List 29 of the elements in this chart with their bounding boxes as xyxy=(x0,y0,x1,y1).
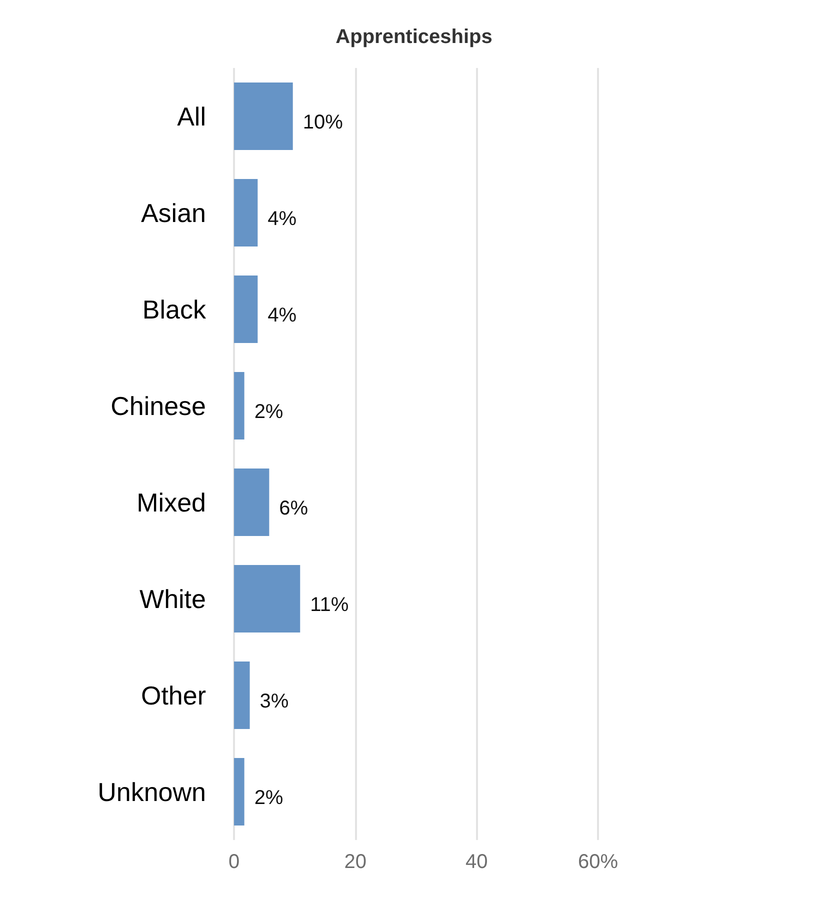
bar xyxy=(234,661,250,730)
chart-title: Apprenticeships xyxy=(336,26,492,48)
data-label: 3% xyxy=(260,690,289,712)
bar xyxy=(234,82,293,150)
bar xyxy=(234,275,258,344)
data-label: 2% xyxy=(254,400,284,423)
data-label: 2% xyxy=(254,786,284,809)
data-label: 10% xyxy=(302,111,344,134)
data-label: 6% xyxy=(279,497,308,520)
y-tick-label: Other xyxy=(140,680,206,710)
data-label: 11% xyxy=(310,594,349,616)
y-tick-label: White xyxy=(140,584,206,614)
bar xyxy=(234,758,244,826)
y-tick-label: Mixed xyxy=(136,487,206,518)
data-label: 4% xyxy=(268,304,297,326)
y-tick-label: Asian xyxy=(140,198,206,228)
x-tick-label: 0 xyxy=(228,851,240,873)
y-tick-label: Chinese xyxy=(110,390,206,421)
y-tick-label: Black xyxy=(142,294,207,324)
bar xyxy=(234,564,300,633)
y-tick-label: Unknown xyxy=(98,776,206,807)
x-tick-label: 40 xyxy=(466,851,488,873)
x-tick-label: 20 xyxy=(344,851,366,873)
y-tick-label: All xyxy=(177,101,206,132)
bar xyxy=(234,468,270,536)
x-tick-label: 60% xyxy=(578,851,618,873)
bar xyxy=(234,372,244,440)
data-label: 4% xyxy=(268,208,297,230)
bar xyxy=(234,178,258,247)
